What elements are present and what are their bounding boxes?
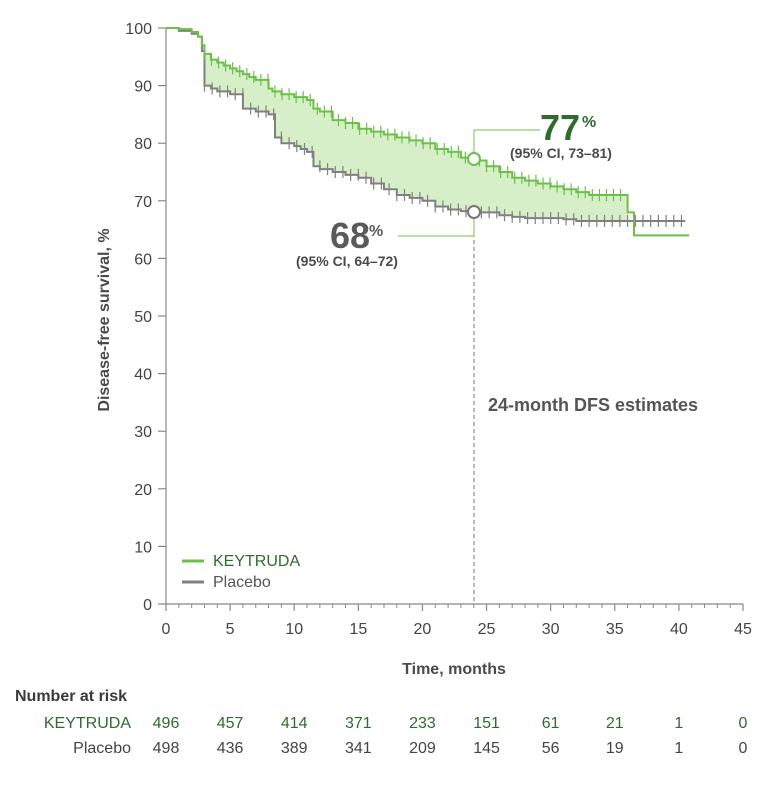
placebo-survival-curve (166, 27, 686, 222)
keytruda-survival-curve (166, 27, 690, 237)
placebo-estimate-marker (467, 205, 481, 219)
risk-value-placebo: 1 (674, 740, 683, 757)
placebo-callout-line (398, 212, 475, 237)
y-tick-label: 30 (134, 424, 152, 441)
risk-value-placebo: 19 (606, 740, 624, 757)
ticks-layer: 0 5 10 15 20 25 30 35 40 45 0 10 20 30 40 50 60 70 80 90 100 (125, 21, 752, 638)
y-tick-label: 70 (134, 194, 152, 211)
x-tick-label: 5 (226, 621, 235, 638)
censor-marks-layer (203, 47, 683, 227)
risk-value-placebo: 0 (739, 740, 748, 757)
risk-value-placebo: 209 (409, 740, 436, 757)
x-tick-label: 15 (349, 621, 367, 638)
risk-value-keytruda: 21 (606, 715, 624, 732)
legend-keytruda-label: KEYTRUDA (213, 553, 300, 570)
risk-row-placebo-label: Placebo (73, 740, 131, 757)
risk-value-placebo: 56 (542, 740, 560, 757)
risk-value-placebo: 341 (345, 740, 372, 757)
x-tick-label: 0 (162, 621, 171, 638)
risk-value-keytruda: 457 (217, 715, 244, 732)
x-tick-label: 20 (414, 621, 432, 638)
x-axis-title: Time, months (402, 661, 506, 678)
risk-row-keytruda-label: KEYTRUDA (44, 715, 131, 732)
risk-value-keytruda: 61 (542, 715, 560, 732)
risk-value-keytruda: 371 (345, 715, 372, 732)
x-tick-label: 40 (670, 621, 688, 638)
risk-value-placebo: 145 (473, 740, 500, 757)
keytruda-estimate-percent: % (582, 114, 596, 131)
risk-value-keytruda: 496 (153, 715, 180, 732)
y-tick-label: 90 (134, 79, 152, 96)
risk-value-placebo: 498 (153, 740, 180, 757)
y-axis-title: Disease-free survival, % (96, 228, 113, 411)
x-tick-label: 10 (285, 621, 303, 638)
x-tick-label: 45 (734, 621, 752, 638)
y-tick-label: 10 (134, 539, 152, 556)
x-tick-label: 25 (478, 621, 496, 638)
placebo-estimate-value: 68 (330, 215, 370, 256)
keytruda-callout-line (473, 129, 540, 159)
risk-value-keytruda: 1 (674, 715, 683, 732)
legend-placebo-label: Placebo (213, 574, 271, 591)
y-tick-label: 60 (134, 251, 152, 268)
keytruda-estimate-ci: (95% CI, 73–81) (510, 145, 612, 161)
keytruda-estimate-marker (467, 152, 481, 166)
y-tick-label: 20 (134, 482, 152, 499)
risk-value-keytruda: 0 (739, 715, 748, 732)
y-tick-label: 40 (134, 367, 152, 384)
x-tick-label: 35 (606, 621, 624, 638)
axes-layer (165, 28, 743, 605)
risk-value-keytruda: 151 (473, 715, 500, 732)
risk-value-placebo: 389 (281, 740, 308, 757)
y-tick-label: 80 (134, 136, 152, 153)
x-tick-label: 30 (542, 621, 560, 638)
risk-value-keytruda: 233 (409, 715, 436, 732)
y-tick-label: 0 (143, 597, 152, 614)
risk-table-title: Number at risk (15, 688, 127, 705)
risk-table-values: 496 457 414 371 233 151 61 21 1 0 498 436 389 341 209 1… (153, 715, 748, 757)
placebo-estimate-percent: % (369, 223, 383, 240)
curve-layer (166, 27, 690, 237)
legend: KEYTRUDA Placebo (182, 553, 300, 591)
estimate-label: 24-month DFS estimates (488, 395, 698, 415)
risk-value-keytruda: 414 (281, 715, 308, 732)
risk-value-placebo: 436 (217, 740, 244, 757)
y-tick-label: 100 (125, 21, 152, 38)
placebo-estimate-ci: (95% CI, 64–72) (296, 253, 398, 269)
keytruda-estimate-value: 77 (540, 107, 580, 148)
y-tick-label: 50 (134, 309, 152, 326)
